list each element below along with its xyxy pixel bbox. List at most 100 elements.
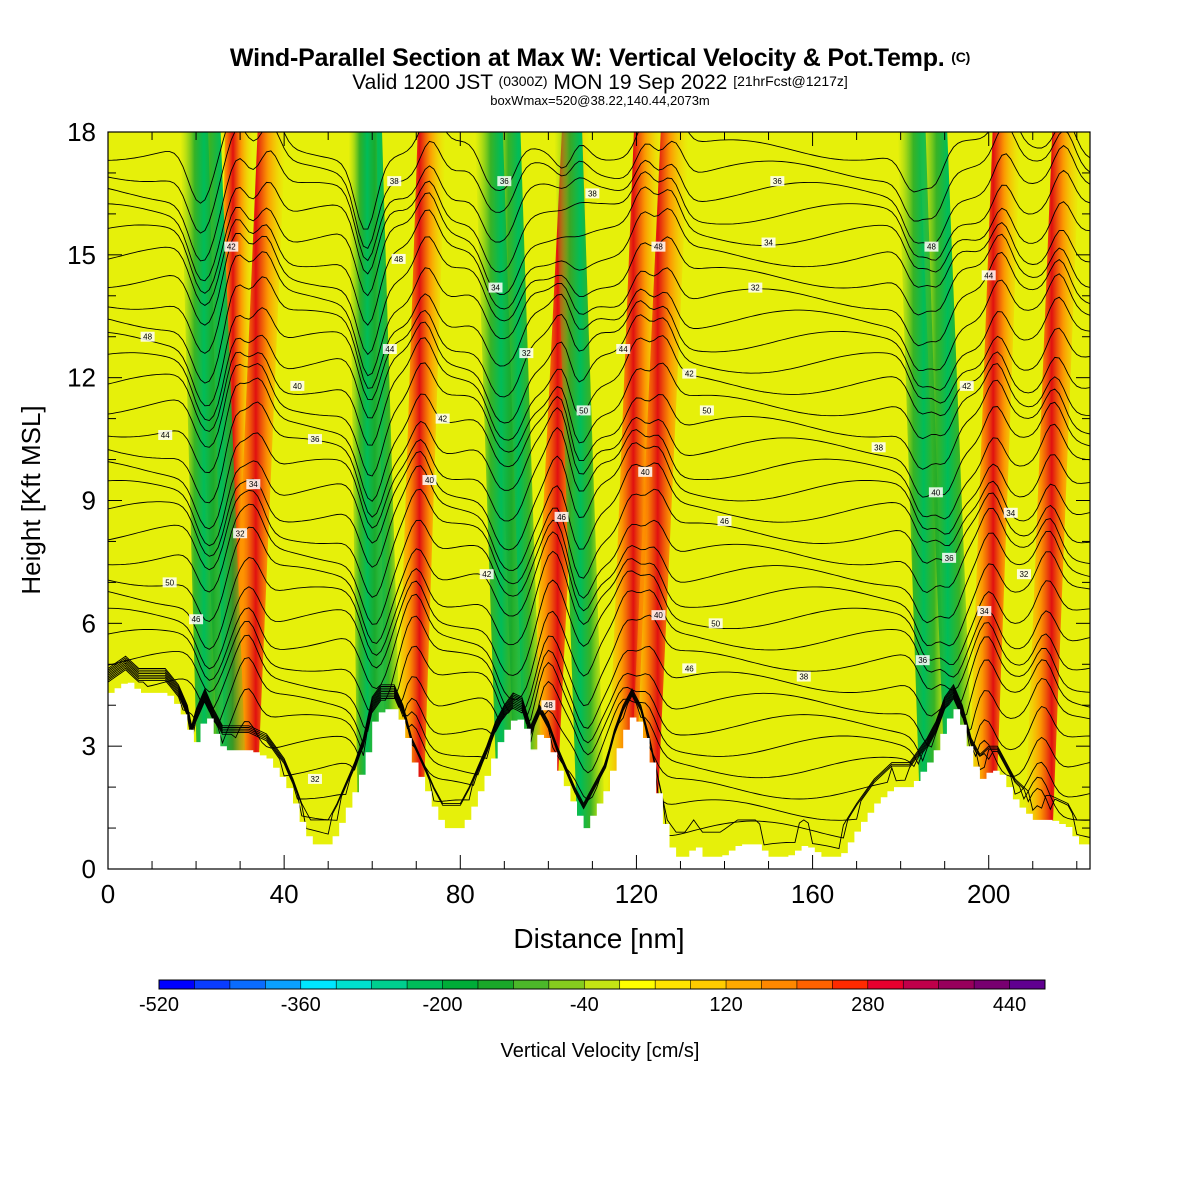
downdraft-band	[919, 132, 977, 869]
isentrope-line	[108, 423, 1090, 530]
contour-label: 48	[140, 331, 155, 342]
box-wmax-info: boxWmax=520@38.22,140.44,2073m	[490, 93, 710, 108]
contour-label-text: 44	[385, 345, 394, 354]
contour-label: 46	[554, 511, 569, 522]
isentrope-line	[108, 488, 1090, 598]
colorbar: -520 -360 -200 -40 120 280 440	[139, 979, 1046, 1016]
contour-label: 36	[770, 176, 785, 187]
isentrope-line	[108, 207, 1090, 326]
isentrope-line	[108, 251, 1090, 377]
contour-label-text: 40	[425, 476, 434, 485]
contour-label-text: 50	[165, 578, 174, 587]
contour-label: 44	[382, 344, 397, 355]
colorbar-label: Vertical Velocity [cm/s]	[501, 1040, 700, 1062]
colorbar-swatch	[619, 980, 656, 989]
contour-label-text: 50	[702, 406, 711, 415]
contour-label-text: 40	[654, 611, 663, 620]
colorbar-tick-label: 280	[851, 994, 884, 1016]
contour-label-text: 32	[1019, 570, 1028, 579]
contour-label: 50	[708, 618, 723, 629]
contour-label-text: 50	[579, 406, 588, 415]
contour-label: 42	[435, 413, 450, 424]
isentrope-line	[108, 362, 1090, 477]
contour-label: 32	[748, 282, 763, 293]
colorbar-swatch	[974, 980, 1011, 989]
isentrope-line	[108, 314, 1090, 424]
contour-label: 48	[391, 253, 406, 264]
colorbar-swatch	[548, 980, 585, 989]
colorbar-swatch	[655, 980, 692, 989]
contour-label: 44	[158, 429, 173, 440]
contour-label-text: 34	[249, 480, 258, 489]
contour-label-text: 36	[773, 177, 782, 186]
isentrope-line	[108, 401, 1090, 518]
y-tick-label: 18	[67, 117, 96, 147]
contour-label: 36	[497, 176, 512, 187]
y-axis-label: Height [Kft MSL]	[16, 405, 46, 594]
isentrope-line	[108, 132, 1090, 230]
contour-labels: 48 44 42 40 36 34 32 50 46 38 48 44 42 40 36 34 32 50 46 38…	[140, 176, 1031, 784]
isentrope-line	[108, 657, 1090, 839]
contour-label-text: 42	[227, 243, 236, 252]
isentrope-line	[108, 442, 1090, 551]
contour-label-text: 34	[764, 239, 773, 248]
isentrope-line	[108, 462, 1090, 571]
contour-label: 42	[959, 380, 974, 391]
contour-label-text: 40	[293, 382, 302, 391]
x-tick-label: 120	[615, 879, 658, 909]
contour-label: 34	[488, 282, 503, 293]
chart-title-text: Wind-Parallel Section at Max W: Vertical…	[229, 44, 945, 72]
isentrope-line	[108, 169, 1090, 282]
contour-label: 34	[977, 606, 992, 617]
contour-label: 40	[928, 487, 943, 498]
colorbar-swatch	[832, 980, 869, 989]
chart-subtitle: Valid 1200 JST (0300Z) MON 19 Sep 2022 […	[0, 71, 1200, 95]
contour-label: 44	[616, 344, 631, 355]
isentrope-line	[108, 232, 1090, 356]
contour-label-text: 46	[720, 517, 729, 526]
isentrope-line	[108, 550, 1090, 656]
updraft-band	[1023, 132, 1081, 869]
contour-label-text: 48	[544, 701, 553, 710]
colorbar-swatch	[726, 980, 762, 989]
contour-label-text: 32	[751, 284, 760, 293]
x-tick-label: 160	[791, 879, 834, 909]
colorbar-tick-label: -360	[281, 994, 321, 1016]
colorbar-tick-label: 120	[709, 994, 742, 1016]
colorbar-tick-label: 440	[993, 994, 1026, 1016]
downdraft-band	[554, 132, 607, 869]
isentrope-line	[108, 665, 1090, 763]
contour-label-text: 42	[438, 415, 447, 424]
contour-label-text: 48	[654, 243, 663, 252]
y-tick-label: 9	[82, 486, 96, 516]
contour-label-text: 34	[491, 284, 500, 293]
contour-label: 40	[651, 610, 666, 621]
contour-label-text: 46	[685, 664, 694, 673]
colorbar-swatch	[442, 980, 479, 989]
contour-label-text: 44	[161, 431, 170, 440]
contour-label-text: 36	[500, 177, 509, 186]
colorbar-swatch	[300, 980, 337, 989]
contour-label: 34	[246, 479, 261, 490]
contour-label-text: 36	[311, 435, 320, 444]
colorbar-swatch	[867, 980, 904, 989]
contour-label: 38	[387, 176, 402, 187]
isentrope-line	[108, 614, 1090, 714]
contour-label: 32	[519, 348, 534, 359]
colorbar-swatch	[903, 980, 940, 989]
colorbar-swatch	[407, 980, 444, 989]
contour-label-text: 46	[557, 513, 566, 522]
chart-title: Wind-Parallel Section at Max W: Vertical…	[0, 44, 1200, 73]
x-tick-label: 80	[446, 879, 475, 909]
contour-label: 36	[307, 434, 322, 445]
updraft-band	[965, 132, 1021, 869]
colorbar-swatch	[194, 980, 231, 989]
contour-label: 46	[189, 614, 204, 625]
contour-label: 42	[479, 569, 494, 580]
isentrope-line	[108, 655, 1090, 850]
contour-label: 36	[942, 552, 957, 563]
isentrope-line	[108, 186, 1090, 297]
isentrope-line	[108, 526, 1090, 644]
isentrope-line	[108, 659, 1090, 821]
